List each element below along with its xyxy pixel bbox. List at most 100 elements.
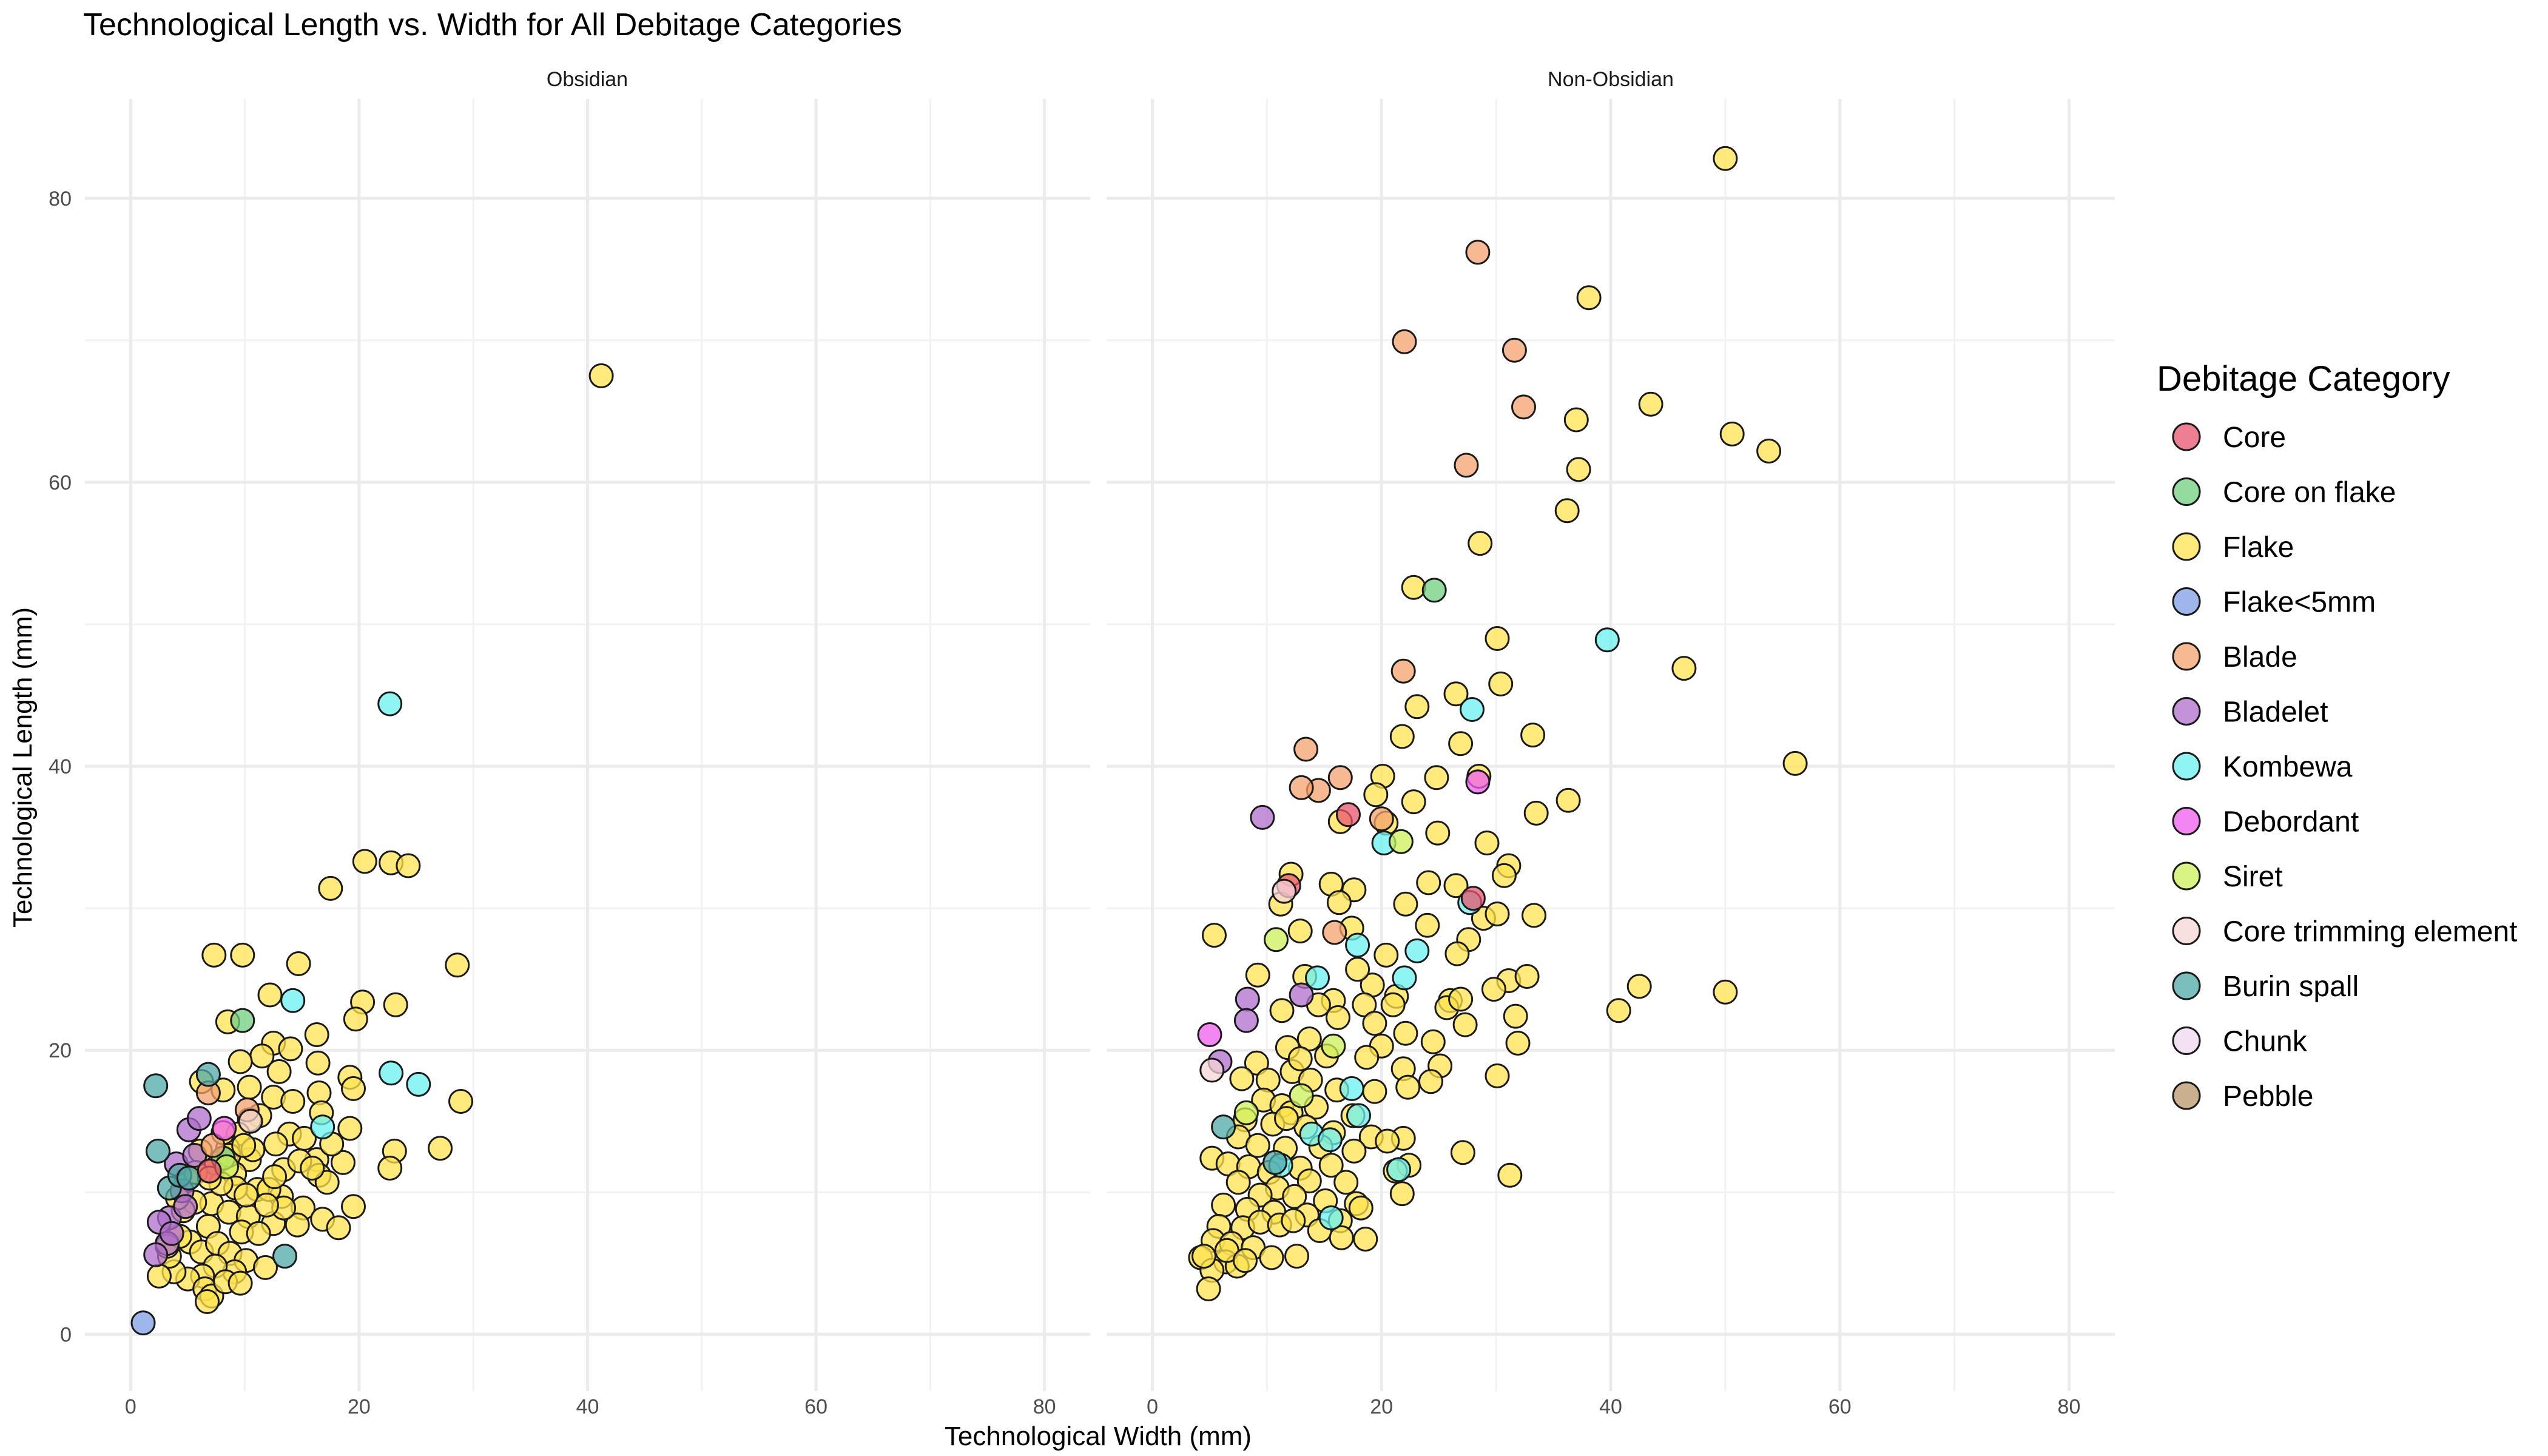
data-point	[286, 951, 311, 976]
data-point	[1363, 782, 1389, 807]
data-point	[396, 853, 421, 878]
data-point	[383, 992, 408, 1017]
data-point	[1418, 1069, 1443, 1094]
data-point	[1235, 986, 1260, 1012]
points-obsidian	[130, 363, 614, 1336]
data-point	[1460, 697, 1485, 722]
data-point	[406, 1071, 431, 1097]
legend-label: Siret	[2223, 861, 2283, 893]
data-point	[1225, 1170, 1251, 1195]
data-point	[1719, 421, 1745, 447]
x-tick-label: 40	[576, 1395, 599, 1418]
data-point	[1594, 627, 1620, 653]
data-point	[266, 1059, 292, 1084]
legend-swatch	[2172, 477, 2201, 506]
data-point	[1284, 1244, 1309, 1269]
data-point	[1713, 979, 1738, 1005]
data-point	[1395, 1074, 1421, 1100]
data-point	[1390, 658, 1416, 684]
data-point	[1465, 240, 1491, 265]
data-point	[1282, 1184, 1307, 1209]
data-point	[1503, 1003, 1528, 1029]
data-point	[1245, 962, 1270, 988]
data-point	[1713, 146, 1738, 171]
data-point	[377, 1156, 403, 1181]
y-tick-label: 80	[49, 187, 72, 211]
data-point	[1425, 820, 1451, 846]
data-point	[201, 942, 227, 968]
data-point	[1348, 1195, 1373, 1221]
data-point	[1389, 1181, 1415, 1207]
grid-obsidian	[85, 99, 1090, 1391]
legend-label: Bladelet	[2223, 696, 2328, 729]
data-point	[1289, 1083, 1314, 1108]
data-point	[1576, 285, 1602, 311]
data-point	[1369, 806, 1394, 832]
data-point	[377, 691, 403, 716]
data-point	[1415, 912, 1440, 938]
data-point	[1341, 1138, 1367, 1164]
data-point	[1373, 942, 1399, 968]
data-point	[1404, 938, 1430, 963]
legend-swatch	[2172, 1026, 2201, 1055]
data-point	[1505, 1031, 1531, 1056]
legend-swatch	[2172, 422, 2201, 451]
data-point	[1555, 787, 1581, 813]
data-point	[1362, 1079, 1387, 1104]
data-point	[1392, 965, 1417, 991]
legend-swatch	[2172, 642, 2201, 671]
data-point	[257, 982, 283, 1008]
x-tick-label: 20	[1370, 1395, 1393, 1418]
data-point	[195, 1289, 220, 1314]
data-point	[263, 1131, 288, 1157]
data-point	[1444, 941, 1470, 966]
data-point	[1293, 736, 1319, 762]
x-tick-label: 0	[125, 1395, 136, 1418]
legend-swatch	[2172, 532, 2201, 561]
legend-label: Pebble	[2223, 1080, 2313, 1113]
data-point	[1554, 498, 1580, 524]
legend-items: Core Core on flake Flake Flake<5mm Blade Blad…	[2172, 422, 2517, 1113]
data-point	[343, 1006, 368, 1032]
data-point	[1401, 575, 1426, 600]
data-point	[1229, 1066, 1255, 1091]
data-point	[1287, 918, 1313, 944]
legend-label: Chunk	[2223, 1026, 2308, 1058]
data-point	[445, 952, 470, 978]
data-point	[1491, 863, 1517, 888]
x-tick-label: 60	[804, 1395, 827, 1418]
data-point	[1401, 789, 1426, 815]
data-point	[1197, 1022, 1222, 1047]
data-point	[1318, 1205, 1344, 1230]
data-point	[237, 1074, 262, 1100]
data-point	[1481, 977, 1506, 1002]
data-point	[1336, 802, 1361, 827]
data-point	[1421, 578, 1447, 603]
data-point	[246, 1221, 271, 1246]
data-point	[1388, 829, 1414, 854]
data-point	[231, 1133, 257, 1158]
data-point	[1424, 765, 1449, 790]
grid-non-obsidian	[1107, 99, 2115, 1391]
data-point	[230, 1008, 255, 1033]
data-point	[1485, 1063, 1510, 1088]
data-point	[1671, 656, 1697, 681]
data-point	[1264, 927, 1289, 952]
x-tick-label: 20	[348, 1395, 371, 1418]
data-point	[195, 1062, 221, 1087]
data-point	[1259, 1245, 1284, 1270]
points-non-obsidian	[1188, 146, 1808, 1301]
data-point	[1389, 724, 1415, 749]
data-point	[1566, 457, 1591, 482]
data-point	[197, 1158, 222, 1184]
data-point	[1272, 878, 1297, 904]
data-point	[1326, 890, 1352, 915]
panel-non-obsidian	[1107, 99, 2115, 1391]
y-tick-label: 0	[60, 1323, 72, 1346]
data-point	[1386, 1157, 1412, 1182]
data-point	[1196, 1276, 1221, 1301]
data-point	[159, 1221, 184, 1246]
data-point	[1321, 1033, 1346, 1059]
data-point	[1563, 407, 1589, 433]
data-point	[176, 1165, 201, 1191]
